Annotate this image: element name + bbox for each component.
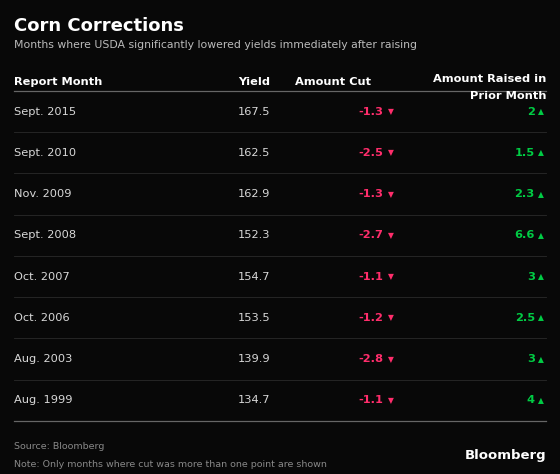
Text: 2.5: 2.5 xyxy=(515,313,535,323)
Text: 167.5: 167.5 xyxy=(238,107,270,117)
Text: ▲: ▲ xyxy=(538,313,544,322)
Text: ▲: ▲ xyxy=(538,148,544,157)
Text: -1.1: -1.1 xyxy=(359,272,384,282)
Text: -1.1: -1.1 xyxy=(359,395,384,405)
Text: Yield: Yield xyxy=(238,77,270,87)
Text: Oct. 2006: Oct. 2006 xyxy=(14,313,69,323)
Text: ▼: ▼ xyxy=(388,272,394,281)
Text: -2.7: -2.7 xyxy=(359,230,384,240)
Text: 2: 2 xyxy=(527,107,535,117)
Text: 162.9: 162.9 xyxy=(238,189,270,199)
Text: ▲: ▲ xyxy=(538,231,544,240)
Text: ▼: ▼ xyxy=(388,190,394,199)
Text: ▲: ▲ xyxy=(538,355,544,364)
Text: 153.5: 153.5 xyxy=(238,313,270,323)
Text: Oct. 2007: Oct. 2007 xyxy=(14,272,70,282)
Text: Sept. 2015: Sept. 2015 xyxy=(14,107,76,117)
Text: 2.3: 2.3 xyxy=(515,189,535,199)
Text: ▼: ▼ xyxy=(388,396,394,405)
Text: Note: Only months where cut was more than one point are shown: Note: Only months where cut was more tha… xyxy=(14,460,327,469)
Text: ▼: ▼ xyxy=(388,231,394,240)
Text: ▼: ▼ xyxy=(388,355,394,364)
Text: ▲: ▲ xyxy=(538,190,544,199)
Text: Amount Raised in: Amount Raised in xyxy=(433,74,546,84)
Text: -1.3: -1.3 xyxy=(358,107,384,117)
Text: -2.5: -2.5 xyxy=(359,148,384,158)
Text: 154.7: 154.7 xyxy=(238,272,270,282)
Text: 3: 3 xyxy=(527,272,535,282)
Text: Aug. 1999: Aug. 1999 xyxy=(14,395,72,405)
Text: 162.5: 162.5 xyxy=(238,148,270,158)
Text: ▲: ▲ xyxy=(538,107,544,116)
Text: 4: 4 xyxy=(527,395,535,405)
Text: 3: 3 xyxy=(527,354,535,364)
Text: Months where USDA significantly lowered yields immediately after raising: Months where USDA significantly lowered … xyxy=(14,40,417,50)
Text: 6.6: 6.6 xyxy=(515,230,535,240)
Text: Sept. 2010: Sept. 2010 xyxy=(14,148,76,158)
Text: -1.3: -1.3 xyxy=(358,189,384,199)
Text: 1.5: 1.5 xyxy=(515,148,535,158)
Text: Report Month: Report Month xyxy=(14,77,102,87)
Text: ▲: ▲ xyxy=(538,396,544,405)
Text: Nov. 2009: Nov. 2009 xyxy=(14,189,72,199)
Text: Source: Bloomberg: Source: Bloomberg xyxy=(14,442,104,451)
Text: ▲: ▲ xyxy=(538,272,544,281)
Text: Sept. 2008: Sept. 2008 xyxy=(14,230,76,240)
Text: Amount Cut: Amount Cut xyxy=(295,77,371,87)
Text: 152.3: 152.3 xyxy=(238,230,270,240)
Text: -1.2: -1.2 xyxy=(359,313,384,323)
Text: 134.7: 134.7 xyxy=(238,395,270,405)
Text: -2.8: -2.8 xyxy=(358,354,384,364)
Text: 139.9: 139.9 xyxy=(238,354,270,364)
Text: Corn Corrections: Corn Corrections xyxy=(14,17,184,35)
Text: Bloomberg: Bloomberg xyxy=(464,449,546,462)
Text: Aug. 2003: Aug. 2003 xyxy=(14,354,72,364)
Text: ▼: ▼ xyxy=(388,107,394,116)
Text: ▼: ▼ xyxy=(388,313,394,322)
Text: ▼: ▼ xyxy=(388,148,394,157)
Text: Prior Month: Prior Month xyxy=(469,91,546,101)
